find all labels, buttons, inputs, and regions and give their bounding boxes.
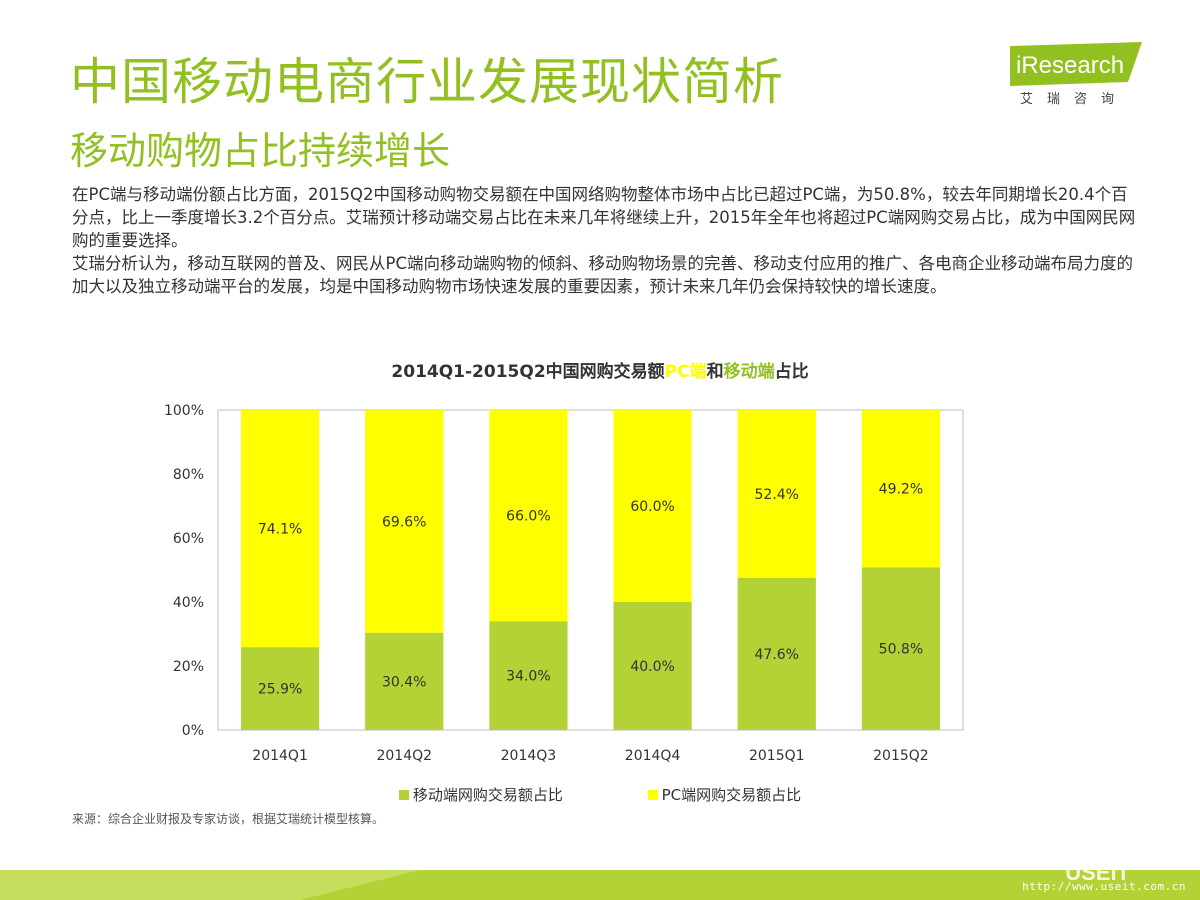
legend-item-mobile: 移动端网购交易额占比 (398, 784, 563, 805)
footer-bar (0, 870, 1200, 900)
body-paragraph-1: 在PC端与移动端份额占比方面，2015Q2中国移动购物交易额在中国网络购物整体市… (72, 185, 1136, 250)
x-tick-label: 2014Q2 (376, 748, 432, 764)
bar-mobile (240, 647, 320, 730)
logo-background-shape (1010, 42, 1142, 86)
bar-mobile (861, 567, 941, 730)
y-tick-label: 60% (173, 531, 204, 547)
logo-brand-text: iResearch (1016, 52, 1125, 79)
x-tick-label: 2015Q1 (749, 748, 805, 764)
footer-url: http://www.useit.com.cn (1022, 880, 1186, 893)
legend-swatch-pc (647, 789, 658, 800)
page-subtitle: 移动购物占比持续增长 (70, 129, 451, 173)
data-label-pc: 74.1% (258, 522, 302, 538)
footer-watermark: USEIT (1065, 860, 1130, 885)
x-tick-label: 2014Q1 (252, 748, 308, 764)
y-tick-label: 40% (173, 595, 204, 611)
plot-area-border (217, 409, 964, 731)
bar-mobile (613, 602, 692, 730)
data-label-mobile: 47.6% (755, 647, 799, 663)
legend-label-pc: PC端网购交易额占比 (661, 786, 802, 804)
body-text: 在PC端与移动端份额占比方面，2015Q2中国移动购物交易额在中国网络购物整体市… (72, 183, 1142, 298)
bar-pc (365, 410, 444, 633)
chart-title-mobile: 移动端 (723, 362, 775, 382)
legend-swatch-mobile (398, 789, 409, 800)
chart-title-prefix: 2014Q1-2015Q2中国网购交易额 (391, 362, 665, 382)
chart-title: 2014Q1-2015Q2中国网购交易额PC端和移动端占比 (0, 357, 1200, 382)
chart-title-and: 和 (706, 362, 724, 382)
legend-item-pc: PC端网购交易额占比 (647, 784, 802, 805)
chart-title-pc: PC端 (664, 362, 707, 382)
bar-pc (613, 410, 692, 602)
data-label-mobile: 40.0% (630, 659, 674, 675)
x-tick-label: 2014Q4 (625, 748, 681, 764)
x-tick-label: 2015Q2 (873, 748, 929, 764)
bar-mobile (365, 632, 444, 730)
data-label-pc: 66.0% (506, 509, 550, 525)
data-label-pc: 60.0% (630, 499, 674, 515)
data-label-pc: 52.4% (755, 487, 799, 503)
bar-pc (861, 410, 941, 568)
bar-pc (737, 410, 816, 578)
chart-legend: 移动端网购交易额占比 PC端网购交易额占比 (0, 784, 1200, 805)
data-label-pc: 49.2% (879, 482, 923, 498)
bar-mobile (489, 621, 568, 730)
y-tick-label: 0% (182, 723, 204, 739)
body-paragraph-2: 艾瑞分析认为，移动互联网的普及、网民从PC端向移动端购物的倾斜、移动购物场景的完… (72, 254, 1133, 296)
chart-title-suffix: 占比 (774, 362, 809, 382)
logo-chinese-text: 艾瑞咨询 (1020, 92, 1129, 107)
data-label-mobile: 25.9% (258, 682, 302, 698)
page-title: 中国移动电商行业发展现状简析 (70, 53, 784, 111)
bar-pc (240, 410, 320, 648)
data-label-mobile: 50.8% (879, 642, 923, 658)
y-tick-label: 20% (173, 659, 204, 675)
y-tick-label: 80% (173, 467, 204, 483)
iresearch-logo: iResearch 艾瑞咨询 (1010, 42, 1142, 108)
stacked-bar-chart: 0% 20% 40% 60% 80% 100% 25.9% 74.1% 2014Q1 30.4% 6… (164, 403, 964, 764)
bar-mobile (737, 577, 816, 730)
x-tick-label: 2014Q3 (501, 748, 557, 764)
legend-label-mobile: 移动端网购交易额占比 (412, 786, 563, 804)
data-label-mobile: 30.4% (382, 674, 426, 690)
bar-pc (489, 410, 568, 622)
y-tick-label: 100% (164, 403, 204, 419)
data-label-mobile: 34.0% (506, 669, 550, 685)
source-note: 来源：综合企业财报及专家访谈，根据艾瑞统计模型核算。 (72, 812, 385, 826)
data-label-pc: 69.6% (382, 514, 426, 530)
